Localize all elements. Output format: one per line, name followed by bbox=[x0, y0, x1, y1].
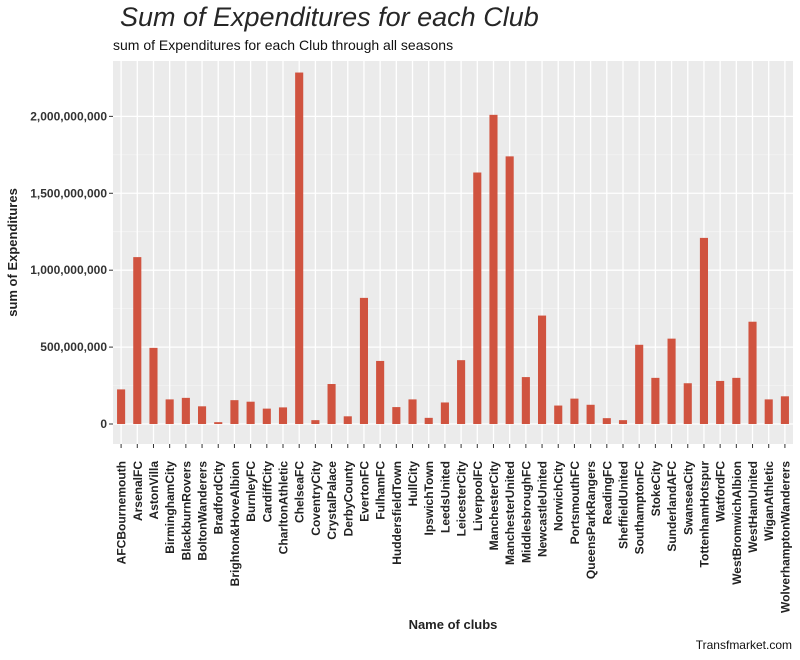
plot-panel bbox=[113, 61, 793, 444]
chart-subtitle: sum of Expenditures for each Club throug… bbox=[113, 37, 454, 53]
bar bbox=[278, 407, 288, 425]
bar bbox=[699, 237, 708, 425]
x-tick-label: BoltonWanderers bbox=[196, 461, 210, 561]
x-tick-label: HuddersfieldTown bbox=[390, 461, 404, 565]
bar bbox=[570, 398, 579, 425]
x-tick-label: MiddlesbroughFC bbox=[519, 461, 533, 563]
x-tick-label: WestHamUnited bbox=[746, 461, 760, 553]
bar bbox=[149, 347, 158, 425]
bar bbox=[618, 420, 628, 425]
y-tick-label: 1,500,000,000 bbox=[30, 186, 107, 200]
x-tick-label: BradfordCity bbox=[212, 461, 226, 535]
x-tick-label: CrystalPalace bbox=[325, 461, 339, 540]
x-axis-title: Name of clubs bbox=[409, 617, 498, 632]
x-tick-label: ReadingFC bbox=[600, 461, 614, 525]
x-tick-label: CharltonAthletic bbox=[277, 461, 291, 555]
bar bbox=[635, 344, 644, 425]
x-tick-label: WestBromwichAlbion bbox=[730, 461, 744, 585]
bar bbox=[732, 377, 741, 425]
bar bbox=[181, 397, 190, 425]
bar bbox=[311, 420, 320, 425]
y-tick-label: 500,000,000 bbox=[40, 340, 107, 354]
bar bbox=[424, 417, 433, 425]
x-tick-label: SunderlandAFC bbox=[665, 461, 679, 552]
x-tick-label: ChelseaFC bbox=[293, 461, 307, 523]
x-tick-label: LeicesterCity bbox=[455, 461, 469, 537]
bar bbox=[359, 297, 368, 425]
bar bbox=[521, 377, 530, 425]
x-tick-label: WolverhamptonWanderers bbox=[778, 461, 792, 613]
x-tick-label: ArsenalFC bbox=[131, 461, 145, 521]
x-tick-label: DerbyCounty bbox=[341, 461, 355, 537]
bar bbox=[538, 315, 547, 425]
bar bbox=[683, 383, 692, 425]
bar bbox=[327, 384, 336, 425]
x-tick-label: SheffieldUnited bbox=[617, 461, 631, 549]
x-tick-label: LiverpoolFC bbox=[471, 461, 485, 531]
chart-caption: Transfmarket.com bbox=[695, 638, 792, 652]
y-tick-label: 1,000,000,000 bbox=[30, 263, 107, 277]
bar bbox=[198, 406, 207, 425]
bar bbox=[780, 396, 789, 425]
x-tick-label: PortsmouthFC bbox=[568, 461, 582, 545]
x-tick-label: QueensParkRangers bbox=[584, 461, 598, 579]
y-axis-title: sum of Expenditures bbox=[5, 188, 20, 317]
bar bbox=[376, 360, 385, 425]
bar bbox=[651, 377, 660, 425]
x-tick-label: ManchesterUnited bbox=[503, 461, 517, 565]
bar bbox=[246, 401, 255, 425]
x-tick-label: SwanseaCity bbox=[681, 461, 695, 535]
x-tick-label: NewcastleUnited bbox=[536, 461, 550, 557]
bar bbox=[408, 399, 417, 425]
x-tick-label: AstonVilla bbox=[147, 461, 161, 520]
bar bbox=[602, 418, 611, 425]
bar bbox=[473, 172, 482, 425]
x-tick-label: WiganAthletic bbox=[762, 461, 776, 541]
bar bbox=[667, 338, 676, 425]
x-tick-label: IpswichTown bbox=[422, 461, 436, 535]
x-tick-label: BlackburnRovers bbox=[179, 461, 193, 561]
x-tick-label: BirminghamCity bbox=[163, 461, 177, 554]
x-tick-label: CardiffCity bbox=[260, 461, 274, 523]
chart-title: Sum of Expenditures for each Club bbox=[120, 2, 539, 32]
bar bbox=[764, 399, 773, 425]
bar bbox=[440, 402, 449, 425]
x-tick-label: SouthamptonFC bbox=[633, 461, 647, 555]
bar bbox=[343, 416, 352, 425]
bar bbox=[392, 407, 401, 425]
bar bbox=[165, 399, 174, 425]
x-tick-label: TottenhamHotspur bbox=[697, 461, 711, 568]
bar bbox=[295, 72, 304, 425]
x-tick-label: NorwichCity bbox=[552, 461, 566, 531]
bar bbox=[262, 408, 271, 425]
bar bbox=[133, 257, 142, 425]
x-tick-label: FulhamFC bbox=[374, 461, 388, 520]
bar bbox=[214, 422, 223, 425]
x-tick-label: LeedsUnited bbox=[438, 461, 452, 533]
x-tick-label: StokeCity bbox=[649, 461, 663, 517]
x-tick-label: Brighton&HoveAlbion bbox=[228, 461, 242, 586]
bar bbox=[505, 156, 514, 425]
y-tick-label: 0 bbox=[100, 417, 107, 431]
bar bbox=[457, 360, 466, 425]
bar bbox=[748, 321, 757, 425]
bar bbox=[716, 380, 725, 425]
x-tick-label: HullCity bbox=[406, 461, 420, 507]
x-tick-label: EvertonFC bbox=[357, 461, 371, 522]
bar bbox=[230, 400, 239, 425]
bar bbox=[586, 404, 595, 425]
x-tick-label: AFCBournemouth bbox=[115, 461, 129, 564]
bar bbox=[489, 114, 498, 425]
bar bbox=[117, 389, 126, 425]
x-tick-label: ManchesterCity bbox=[487, 461, 501, 551]
x-tick-label: CoventryCity bbox=[309, 461, 323, 536]
bar bbox=[554, 405, 563, 425]
y-tick-label: 2,000,000,000 bbox=[30, 109, 107, 123]
x-tick-label: WatfordFC bbox=[714, 461, 728, 522]
x-tick-label: BurnleyFC bbox=[244, 461, 258, 522]
